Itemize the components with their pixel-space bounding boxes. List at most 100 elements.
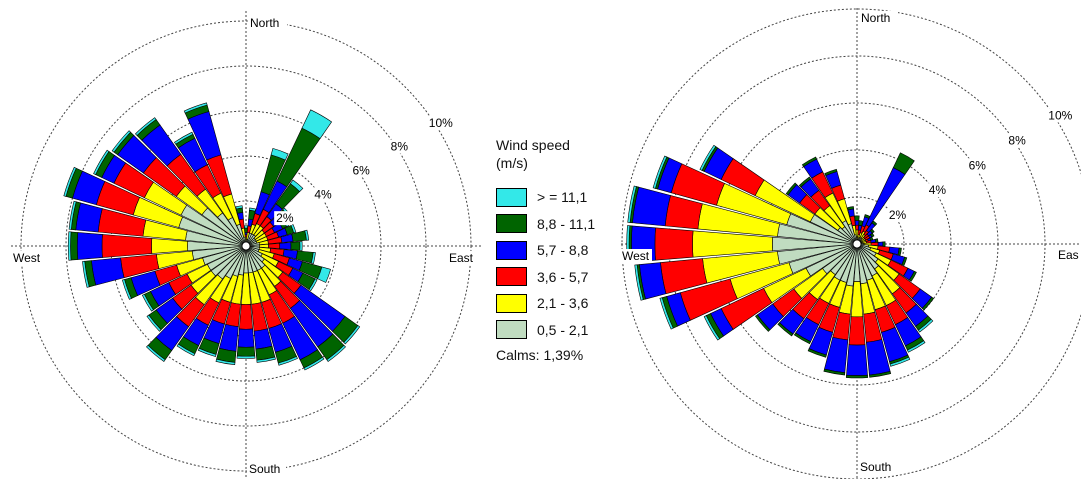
- legend-item: 3,6 - 5,7: [496, 264, 595, 291]
- bar-segment: [777, 322, 794, 337]
- compass-north-label: North: [250, 16, 279, 30]
- sector-140: [245, 245, 346, 362]
- bar-segment: [874, 238, 879, 243]
- center-hub: [852, 239, 862, 249]
- compass-west-label: West: [622, 249, 650, 263]
- sector-30: [245, 109, 333, 247]
- sector-220: [777, 243, 858, 337]
- ring-label-bg: [886, 208, 905, 223]
- bar-segment: [141, 293, 154, 312]
- bar-segment: [277, 356, 298, 366]
- sector-240: [703, 243, 858, 341]
- compass-west-label: West: [13, 251, 41, 265]
- compass-east-label: Eas: [1058, 248, 1079, 262]
- sector-130: [856, 243, 935, 311]
- bar-segment: [343, 325, 361, 345]
- wind-rose-right: 2% 4% 6% 8% 10% North South West Eas: [620, 8, 1081, 479]
- compass-south-label: South: [860, 460, 891, 474]
- legend-swatch: [496, 214, 527, 234]
- bar-segment: [864, 214, 871, 219]
- bar-segment: [785, 182, 798, 196]
- bar-segment: [906, 340, 926, 353]
- bar-segment: [310, 252, 316, 264]
- bar-segment: [869, 228, 875, 234]
- legend-swatch: [496, 320, 527, 340]
- bar-segment: [755, 314, 771, 332]
- sector-300: [93, 149, 247, 247]
- bar-segment: [244, 225, 248, 229]
- bar-segment: [301, 109, 333, 139]
- bar-segment: [882, 241, 886, 247]
- bar-segment: [215, 358, 236, 366]
- bar-segment: [854, 220, 860, 226]
- center-hub: [241, 241, 251, 251]
- ring-label-bg: [1046, 108, 1072, 123]
- bar-segment: [82, 260, 90, 288]
- bar-segment: [317, 266, 331, 283]
- bar-segment: [308, 278, 318, 292]
- sector-30: [856, 152, 915, 245]
- sector-250: [659, 243, 858, 330]
- sector-210: [176, 245, 247, 357]
- sector-210: [793, 243, 858, 345]
- sector-100: [245, 245, 316, 264]
- range-ring: [65, 65, 427, 427]
- bar-segment: [244, 232, 248, 236]
- legend-item: 2,1 - 3,6: [496, 290, 595, 317]
- bar-segment: [847, 206, 855, 211]
- bar-segment: [270, 148, 289, 161]
- legend-item: > = 11,1: [496, 184, 595, 211]
- range-ring: [110, 110, 382, 382]
- ring-label-bg: [388, 139, 407, 154]
- ring-label: 2%: [276, 211, 294, 225]
- bar-segment: [146, 344, 166, 362]
- sector-150: [245, 245, 325, 371]
- legend: Wind speed (m/s) > = 11,1 8,8 - 11,1 5,7…: [496, 136, 595, 363]
- bar-segment: [289, 179, 304, 192]
- bar-segment: [111, 130, 132, 153]
- legend-item: 8,8 - 11,1: [496, 211, 595, 238]
- bar-segment: [134, 117, 157, 136]
- compass-south-label: South: [249, 462, 280, 476]
- sector-250: [121, 245, 247, 300]
- bar-segment: [76, 232, 103, 260]
- sector-200: [197, 245, 247, 357]
- ring-label-bg: [426, 115, 452, 130]
- bar-segment: [877, 241, 884, 247]
- bar-segment: [174, 131, 194, 145]
- legend-item: 5,7 - 8,8: [496, 237, 595, 264]
- ring-label-bg: [966, 158, 985, 173]
- sector-90: [856, 241, 886, 247]
- legend-title-line1: Wind speed: [496, 137, 570, 153]
- sector-20: [245, 148, 289, 247]
- sector-120: [245, 245, 318, 292]
- bar-segment: [235, 205, 243, 210]
- compass-south-label-bg: [858, 460, 897, 474]
- ring-label-bg: [350, 163, 369, 178]
- sector-330: [174, 131, 247, 247]
- bar-segment: [854, 215, 860, 221]
- bar-segment: [846, 344, 868, 376]
- bar-segment: [183, 102, 208, 114]
- sector-280: [627, 185, 858, 245]
- sector-290: [63, 166, 247, 247]
- sector-330: [801, 156, 858, 245]
- bar-segment: [824, 168, 838, 177]
- bar-segment: [807, 348, 827, 358]
- compass-north-label-bg: [248, 16, 287, 30]
- bar-segment: [91, 257, 125, 286]
- bar-segment: [871, 220, 878, 227]
- legend-item: 0,5 - 2,1: [496, 317, 595, 344]
- sector-140: [856, 243, 934, 333]
- bar-segment: [892, 152, 915, 175]
- legend-title: Wind speed (m/s): [496, 136, 595, 172]
- legend-swatch: [496, 187, 527, 207]
- legend-swatch: [496, 267, 527, 287]
- bar-segment: [290, 224, 297, 234]
- bar-segment: [244, 227, 248, 233]
- legend-swatch: [496, 293, 527, 313]
- compass-east-label-bg: [1056, 248, 1081, 262]
- bar-segment: [304, 229, 310, 241]
- sector-110: [245, 245, 331, 283]
